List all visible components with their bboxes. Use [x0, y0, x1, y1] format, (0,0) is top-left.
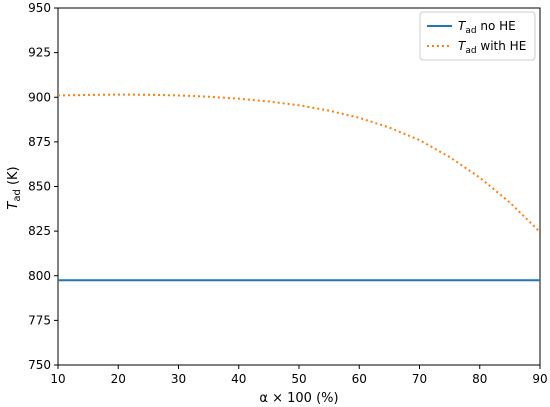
y-tick-label: 825 [28, 224, 51, 238]
x-tick-label: 70 [412, 372, 427, 386]
legend-label-series-1-sub: ad [465, 26, 476, 36]
x-tick-label: 40 [231, 372, 246, 386]
y-tick-label: 950 [28, 1, 51, 15]
legend-label-series-2-sub: ad [465, 46, 476, 56]
x-tick-label: 80 [472, 372, 487, 386]
legend-label-series-2-main: T [458, 39, 467, 53]
series-layer [57, 93, 541, 282]
y-tick-label: 900 [28, 90, 51, 104]
plot-frame [57, 7, 541, 366]
legend-label-series-1-rest: no HE [477, 19, 516, 33]
legend-box [419, 11, 536, 61]
legend-label-series-2-rest: with HE [477, 39, 527, 53]
legend-label-series-2: Tad with HE [458, 39, 526, 56]
y-axis-label-sub: ad [12, 189, 23, 201]
y-axis-label-main: T [6, 201, 21, 210]
y-tick-label: 800 [28, 269, 51, 283]
x-tick-label: 90 [532, 372, 547, 386]
x-axis-label: α × 100 (%) [259, 391, 338, 406]
legend-label-series-1-main: T [458, 19, 467, 33]
y-axis-label: Tad (K) [6, 166, 23, 209]
x-tick-label: 30 [171, 372, 186, 386]
x-tick-label: 50 [291, 372, 306, 386]
y-tick-label: 775 [28, 313, 51, 327]
x-tick-label: 60 [352, 372, 367, 386]
x-axis: 10 20 30 40 50 60 70 80 90 [50, 365, 548, 386]
y-tick-label: 925 [28, 46, 51, 60]
y-axis-label-unit: (K) [6, 166, 21, 189]
y-tick-label: 875 [28, 135, 51, 149]
x-tick-label: 10 [50, 372, 65, 386]
legend: Tad no HE Tad with HE [419, 11, 536, 61]
series-line-2 [57, 93, 541, 233]
plot-area [57, 7, 541, 366]
legend-label-series-1: Tad no HE [458, 19, 516, 36]
y-axis: 750 775 800 825 850 875 900 925 950 [28, 1, 58, 372]
x-tick-label: 20 [111, 372, 126, 386]
y-tick-label: 850 [28, 180, 51, 194]
y-tick-label: 750 [28, 358, 51, 372]
